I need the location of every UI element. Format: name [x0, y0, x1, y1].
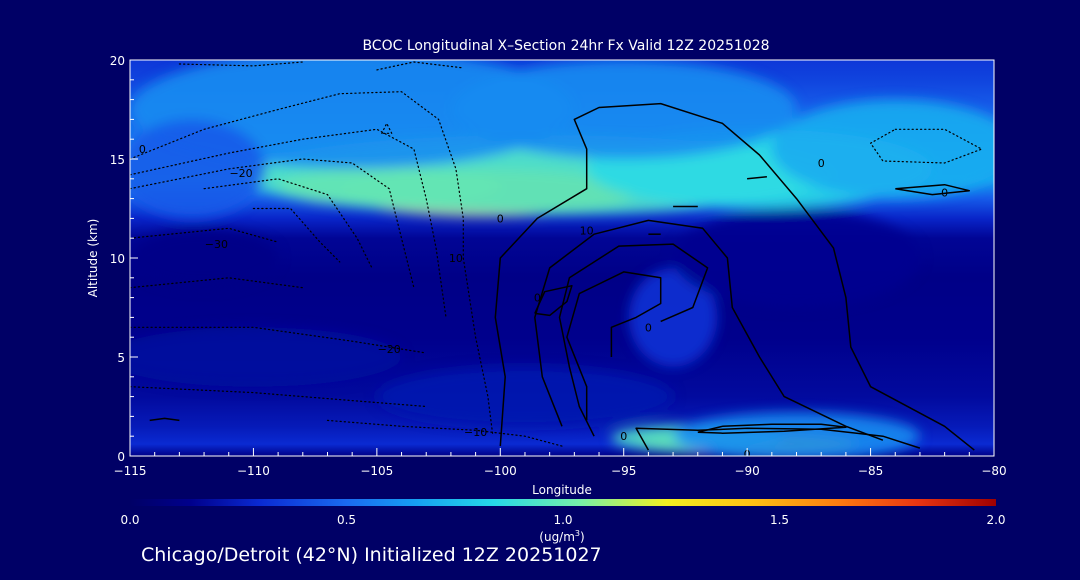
contour-label: 0 [620, 430, 627, 443]
contour-lines [130, 61, 983, 451]
contour-line-dotted [130, 386, 427, 408]
contour-line-dotted [130, 227, 279, 243]
plot-area: −20−30−20−10101000000000 [130, 60, 994, 456]
colorbar: 0.0 0.5 1.0 1.5 2.0 (ug/m3) [120, 499, 1006, 544]
fill-region-4 [771, 99, 994, 199]
colorbar-ticks: 0.0 0.5 1.0 1.5 2.0 [120, 513, 1005, 527]
y-tick-label: 5 [117, 351, 125, 365]
contour-line-solid [558, 243, 709, 437]
colorbar-tick-label: 2.0 [986, 513, 1005, 527]
contour-label: −20 [229, 167, 252, 180]
fill-region-7 [130, 119, 266, 219]
colorbar-ramp [130, 499, 996, 506]
y-axis-label: Altitude (km) [86, 219, 100, 298]
contour-label: −10 [464, 426, 487, 439]
contour-line-dotted [870, 128, 983, 164]
contour-label: 0 [818, 157, 825, 170]
y-tick-label: 15 [110, 153, 125, 167]
colorbar-units-superscript: 3 [575, 529, 580, 538]
contour-line-solid [534, 219, 884, 441]
contour-label: 10 [449, 252, 463, 265]
chart-subtitle: Chicago/Detroit (42°N) Initialized 12Z 2… [141, 544, 602, 566]
fill-region-13 [673, 208, 920, 308]
contour-line-dotted [381, 122, 393, 134]
x-tick-label: −100 [484, 464, 517, 478]
contour-line-solid [635, 427, 921, 451]
x-tick-label: −90 [734, 464, 759, 478]
contour-line-solid [895, 183, 971, 196]
colorbar-units-close: ) [580, 530, 585, 544]
contour-line-dotted [326, 419, 563, 447]
fill-region-14 [130, 327, 402, 387]
x-axis-label: Longitude [532, 483, 592, 497]
contour-line-dotted [203, 178, 373, 269]
contour-label: −20 [378, 343, 401, 356]
contour-label: 10 [580, 224, 594, 237]
contour-labels: −20−30−20−10101000000000 [139, 143, 948, 456]
contour-line-solid [494, 102, 975, 451]
fill-region-11 [628, 267, 718, 367]
contour-label: 0 [645, 321, 652, 334]
x-tick-label: −105 [360, 464, 393, 478]
contour-label: −30 [205, 238, 228, 251]
contour-line-dotted [130, 91, 494, 437]
x-tick-label: −110 [237, 464, 270, 478]
fill-region-6 [450, 60, 797, 159]
contour-line-solid [149, 417, 180, 422]
contour-line-dotted [130, 277, 304, 289]
contour-label: 0 [941, 187, 948, 200]
chart-title: BCOC Longitudinal X–Section 24hr Fx Vali… [362, 38, 769, 54]
contour-line-dotted [130, 326, 427, 354]
x-tick-label: −85 [858, 464, 883, 478]
y-tick-label: 20 [110, 54, 125, 68]
contour-line-dotted [178, 61, 304, 67]
colorbar-units-open: (ug/m [539, 530, 575, 544]
x-tick-label: −95 [611, 464, 636, 478]
contour-line-solid [747, 176, 767, 180]
colorbar-tick-label: 1.5 [770, 513, 789, 527]
contour-line-solid [697, 423, 847, 434]
y-tick-label: 10 [110, 252, 125, 266]
x-tick-label: −80 [981, 464, 1006, 478]
concentration-fills [130, 60, 994, 456]
contour-line-solid [534, 284, 573, 317]
x-tick-label: −115 [114, 464, 147, 478]
contour-line-dotted [252, 207, 341, 263]
y-tick-label: 0 [117, 450, 125, 464]
contour-label: 0 [534, 292, 541, 305]
fill-region-10 [673, 412, 920, 456]
fill-region-12 [130, 228, 279, 288]
contour-line-solid [566, 271, 662, 421]
colorbar-tick-label: 1.0 [553, 513, 572, 527]
contour-label: 0 [139, 143, 146, 156]
fill-region-15 [376, 366, 674, 427]
colorbar-units: (ug/m3) [539, 529, 584, 544]
contour-label: 0 [497, 212, 504, 225]
colorbar-tick-label: 0.0 [120, 513, 139, 527]
contour-line-dotted [376, 61, 464, 71]
contour-line-dotted [130, 158, 415, 289]
colorbar-tick-label: 0.5 [337, 513, 356, 527]
contour-line-dotted [130, 128, 447, 318]
